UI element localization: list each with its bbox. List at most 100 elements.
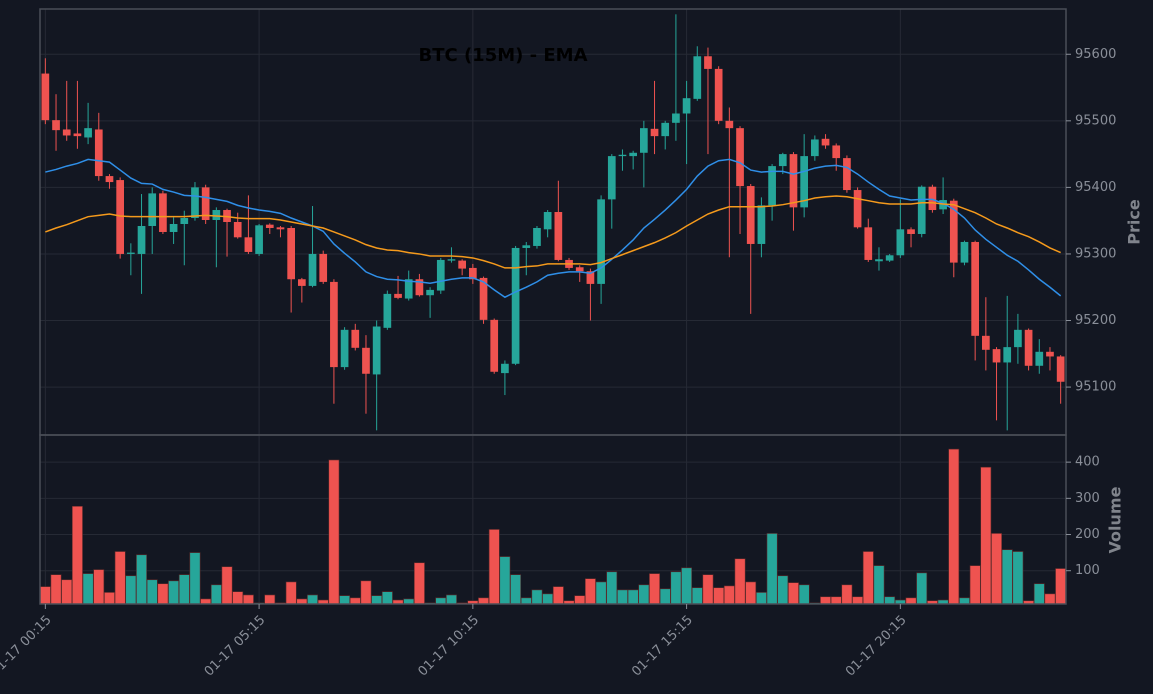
candle-body (992, 349, 1001, 363)
volume-bar (702, 574, 714, 605)
volume-bar (798, 584, 810, 605)
y-axis-label: Price (1125, 199, 1144, 245)
candle-body (426, 289, 434, 296)
candle-body (682, 98, 691, 114)
candle-body (73, 133, 82, 137)
candle-body (843, 158, 851, 191)
candle-body (693, 56, 702, 99)
volume-bar (884, 596, 896, 605)
grid (40, 9, 1066, 604)
candle-body (159, 193, 167, 232)
candle-body (436, 259, 445, 291)
candle-body (746, 186, 755, 244)
volume-bar (242, 594, 254, 605)
candle-body (607, 156, 616, 200)
volume-bar (168, 580, 180, 605)
candle-body (105, 176, 114, 183)
volume-bar (488, 529, 500, 605)
candle-body (501, 363, 509, 374)
candle-body (629, 152, 638, 157)
volume-bar (670, 571, 682, 605)
candle-body (201, 187, 210, 221)
candle-body (212, 210, 221, 221)
volume-bar (841, 584, 853, 605)
volume-bar (435, 597, 447, 605)
candle-body (885, 255, 894, 261)
volume-bar (681, 567, 693, 605)
candle-body (789, 154, 798, 208)
candle-body (94, 129, 103, 177)
volume-bar (307, 594, 318, 605)
volume-panel-border (39, 434, 1067, 605)
candle-body (832, 145, 841, 159)
candle-body (736, 128, 744, 187)
candle-body (169, 223, 178, 232)
volume-bar (830, 596, 842, 605)
candle-body (62, 129, 71, 136)
volume-bar (991, 533, 1002, 605)
chart-title: BTC (15M) - EMA (418, 45, 587, 66)
y-tick-label: 95400 (1075, 180, 1116, 195)
volume-bar (478, 597, 489, 605)
marks (39, 14, 1067, 605)
candle-body (137, 225, 146, 254)
candle-body (1014, 329, 1022, 348)
candle-body (639, 128, 648, 153)
volume-bar (71, 505, 83, 605)
candle-body (875, 259, 883, 262)
candle-body (404, 279, 413, 299)
candle-body (297, 279, 306, 286)
volume-bar (50, 574, 62, 605)
candle-body (479, 277, 488, 320)
volume-bar (157, 583, 169, 605)
candle-body (415, 279, 424, 296)
candle-body (757, 205, 766, 244)
volume-bar (873, 565, 885, 605)
candle-body (116, 180, 125, 254)
candle-body (319, 253, 328, 282)
volume-bar (232, 591, 244, 605)
candle-body (41, 73, 50, 121)
volume-bar (766, 533, 778, 605)
volume-bar (349, 597, 361, 605)
volume-bar (659, 588, 671, 605)
volume-bar (862, 551, 874, 605)
volume-bar (200, 598, 212, 605)
candle-body (1024, 329, 1033, 366)
y-tick-label: 95600 (1075, 47, 1116, 62)
candle-body (447, 259, 456, 261)
candle-body (907, 229, 915, 234)
y-tick-label: 95500 (1075, 113, 1116, 128)
candle-body (340, 329, 349, 368)
volume-bar (552, 586, 564, 605)
volume-bar (264, 594, 276, 605)
candle-body (148, 193, 157, 226)
candle-body (351, 329, 360, 348)
candle-body (490, 319, 499, 372)
volume-bar (691, 587, 703, 605)
volume-bar (93, 569, 105, 605)
volume-bar (1001, 549, 1013, 605)
volume-bar (627, 589, 639, 605)
volume-bar (189, 552, 201, 605)
candle-body (330, 281, 338, 368)
candle-body (394, 293, 402, 298)
candle-body (800, 156, 809, 208)
volume-bar (328, 459, 340, 605)
candle-body (864, 227, 873, 260)
candle-body (522, 245, 531, 248)
candle-body (725, 120, 734, 129)
y-tick-label: 95200 (1075, 313, 1116, 328)
volume-bar (723, 585, 735, 605)
candle-body (191, 187, 199, 219)
y-tick-label: 95100 (1075, 380, 1116, 395)
candle-body (543, 212, 552, 230)
volume-bar (649, 573, 660, 605)
candle-body (672, 113, 680, 123)
candle-body (1056, 356, 1065, 382)
volume-bar (1012, 551, 1024, 605)
volume-bar (1055, 568, 1067, 605)
candle-body (244, 237, 253, 252)
